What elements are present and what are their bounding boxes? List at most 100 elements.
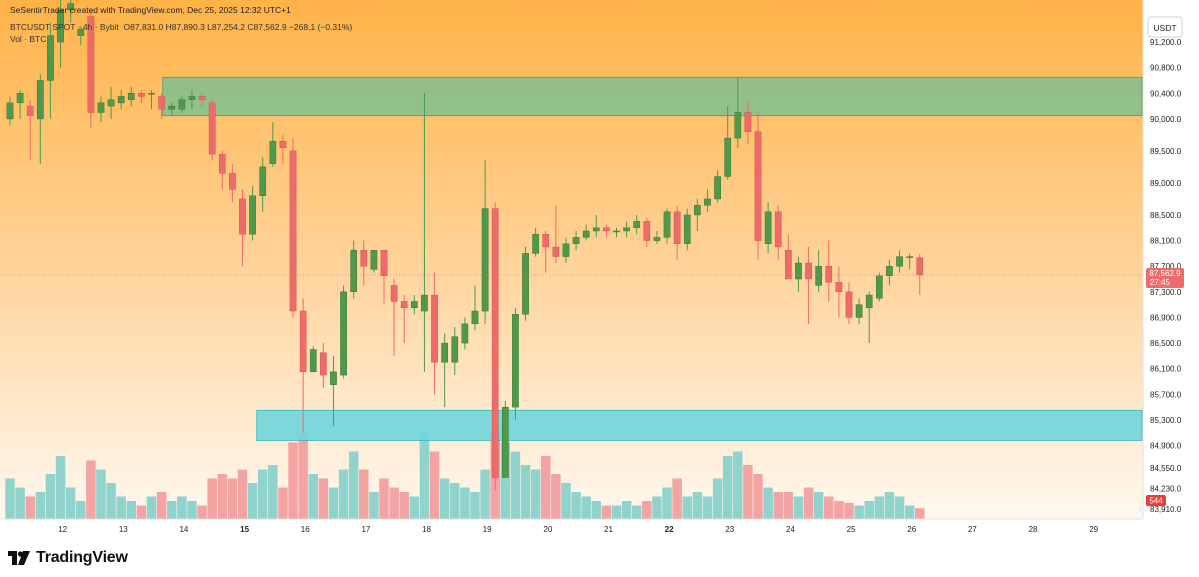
volume-bar bbox=[672, 478, 682, 519]
volume-bar bbox=[257, 469, 268, 519]
candle bbox=[683, 208, 691, 251]
candle bbox=[633, 214, 641, 235]
volume-bar bbox=[429, 451, 440, 519]
candle bbox=[26, 99, 34, 161]
candle bbox=[6, 96, 14, 126]
volume-bar bbox=[470, 492, 480, 519]
volume-bar bbox=[904, 505, 915, 519]
candle-body bbox=[148, 93, 155, 95]
currency-badge[interactable]: USDT bbox=[1147, 16, 1183, 38]
candle bbox=[643, 218, 651, 247]
volume-bar bbox=[126, 501, 137, 519]
price-tick-label: 91,200.0 bbox=[1150, 38, 1182, 47]
time-axis: 12 13 14 15 16 17 18 19 20 21 22 23 24 25 26 27 28 29 bbox=[58, 525, 1098, 534]
candle bbox=[825, 240, 833, 302]
candle bbox=[380, 249, 388, 305]
candle-body bbox=[633, 221, 641, 228]
price-tick-label: 88,100.0 bbox=[1150, 237, 1182, 246]
volume-bar bbox=[510, 451, 521, 519]
volume-bar bbox=[359, 469, 369, 519]
candle-body bbox=[330, 371, 337, 385]
time-tick-label: 16 bbox=[301, 525, 310, 534]
volume-bar bbox=[864, 501, 874, 519]
volume-bar bbox=[278, 487, 288, 519]
volume-bar bbox=[237, 469, 248, 519]
candle-body bbox=[916, 257, 924, 276]
candle-body bbox=[673, 211, 681, 244]
tradingview-logo[interactable]: TradingView bbox=[8, 548, 128, 568]
volume-bar bbox=[824, 496, 834, 519]
candle-body bbox=[87, 16, 95, 113]
volume-bar bbox=[844, 502, 854, 519]
candle bbox=[218, 150, 226, 190]
candle-body bbox=[289, 150, 297, 312]
candle-body bbox=[683, 214, 691, 244]
candle bbox=[815, 250, 823, 292]
volume-bar bbox=[682, 496, 693, 519]
volume-bar bbox=[65, 487, 76, 519]
candle bbox=[208, 99, 216, 161]
currency-label: USDT bbox=[1153, 23, 1176, 33]
price-tick-label: 86,500.0 bbox=[1150, 339, 1182, 348]
tradingview-logo-icon bbox=[8, 551, 30, 565]
candle-body bbox=[512, 314, 519, 408]
candle-body bbox=[360, 249, 368, 267]
candle-body bbox=[532, 233, 539, 254]
price-axis-background bbox=[1143, 0, 1199, 519]
volume-bar bbox=[409, 496, 420, 519]
candle bbox=[299, 298, 307, 433]
candle-body bbox=[461, 323, 469, 344]
volume-bar bbox=[399, 492, 409, 519]
volume-legend[interactable]: Vol · BTC bbox=[10, 34, 47, 44]
candle-body bbox=[390, 285, 398, 302]
volume-bar bbox=[874, 496, 885, 519]
candle-body bbox=[623, 227, 630, 232]
ohlc-values: O87,831.0 H87,890.3 L87,254.2 C87,562.9 … bbox=[123, 22, 353, 32]
volume-bar bbox=[5, 478, 15, 519]
time-axis-background bbox=[0, 519, 1199, 540]
candle-body bbox=[754, 131, 762, 241]
volume-bar bbox=[460, 487, 470, 519]
candle bbox=[542, 230, 550, 273]
volume-bar bbox=[631, 505, 642, 519]
candle bbox=[47, 22, 54, 119]
candle bbox=[552, 205, 560, 263]
candle-body bbox=[501, 406, 509, 478]
volume-bar bbox=[884, 492, 895, 519]
time-tick-label: 14 bbox=[179, 525, 188, 534]
candle bbox=[431, 272, 438, 395]
time-tick-label: 27 bbox=[968, 525, 977, 534]
candle-body bbox=[431, 294, 438, 363]
time-tick-label: 20 bbox=[543, 525, 552, 534]
candle bbox=[410, 295, 418, 315]
volume-bars bbox=[5, 429, 925, 519]
candle-body bbox=[855, 304, 863, 318]
price-tick-label: 85,700.0 bbox=[1150, 390, 1182, 399]
volume-bar bbox=[45, 474, 56, 519]
candle bbox=[471, 285, 479, 331]
volume-bar bbox=[914, 508, 925, 519]
candle-body bbox=[603, 227, 610, 232]
candle-body bbox=[744, 112, 752, 132]
candle-body bbox=[16, 93, 24, 104]
candle bbox=[229, 163, 236, 203]
candle-body bbox=[441, 342, 448, 363]
candle bbox=[36, 74, 44, 164]
ohlc-legend[interactable]: BTCUSDT SPOT · 4h · Bybit O87,831.0 H87,… bbox=[10, 22, 352, 32]
candle-body bbox=[97, 102, 105, 113]
candle-body bbox=[350, 249, 358, 293]
chart-credit: SeSentirTrader created with TradingView.… bbox=[10, 5, 291, 15]
candle bbox=[491, 202, 499, 491]
candle bbox=[805, 246, 812, 324]
candle-body bbox=[188, 96, 196, 100]
candle bbox=[734, 77, 742, 148]
candle bbox=[694, 198, 701, 231]
time-tick-label: 12 bbox=[58, 525, 67, 534]
candle-body bbox=[410, 301, 418, 309]
candle-body bbox=[451, 336, 459, 363]
candle bbox=[107, 86, 115, 119]
candle-body bbox=[269, 141, 277, 164]
candle-body bbox=[845, 291, 853, 318]
volume-bar bbox=[753, 474, 763, 519]
price-chart[interactable]: 91,200.0 90,800.0 90,400.0 90,000.0 89,500.0… bbox=[0, 0, 1199, 540]
